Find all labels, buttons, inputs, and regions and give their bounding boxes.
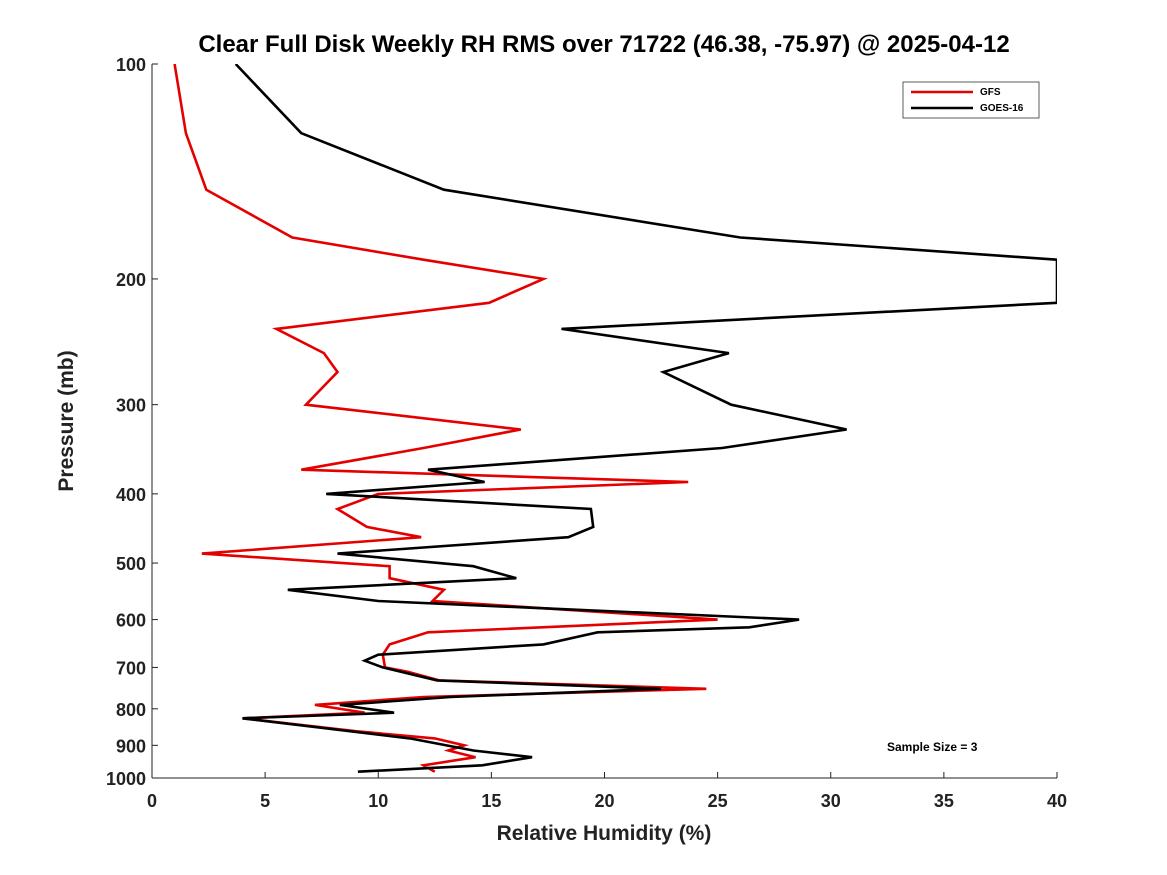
x-axis-label: Relative Humidity (%) [497,822,712,845]
x-tick-label: 15 [481,791,501,811]
y-tick-label: 400 [116,485,146,505]
series-layer [173,64,1057,773]
y-axis-label: Pressure (mb) [55,350,78,491]
y-tick-label: 300 [116,396,146,416]
series-line-gfs [173,64,718,773]
y-tick-label: 600 [116,611,146,631]
x-tick-label: 20 [594,791,614,811]
legend-label-gfs: GFS [980,87,1001,98]
y-tick-label: 100 [116,55,146,75]
x-tick-label: 40 [1047,791,1067,811]
y-tick-label: 800 [116,700,146,720]
y-tick-label: 1000 [106,769,146,789]
axes [151,64,1057,779]
x-tick-label: 35 [934,791,954,811]
y-tick-label: 500 [116,554,146,574]
x-tick-label: 5 [260,791,270,811]
legend-box [902,81,1040,119]
chart-title: Clear Full Disk Weekly RH RMS over 71722… [198,31,1009,58]
series-line-goes16 [234,64,1057,773]
legend: GFS GOES-16 [902,81,1040,119]
x-tick-label: 0 [147,791,157,811]
x-tick-label: 25 [708,791,728,811]
y-tick-label: 200 [116,270,146,290]
y-ticks: 100 200 300 400 500 600 700 800 900 1000 [106,55,158,789]
x-tick-label: 30 [821,791,841,811]
legend-label-goes16: GOES-16 [980,103,1024,114]
x-ticks: 0 5 10 15 20 25 30 35 40 [147,772,1067,811]
y-tick-label: 900 [116,736,146,756]
x-tick-label: 10 [368,791,388,811]
sample-size-annotation: Sample Size = 3 [887,740,978,754]
y-tick-label: 700 [116,658,146,678]
